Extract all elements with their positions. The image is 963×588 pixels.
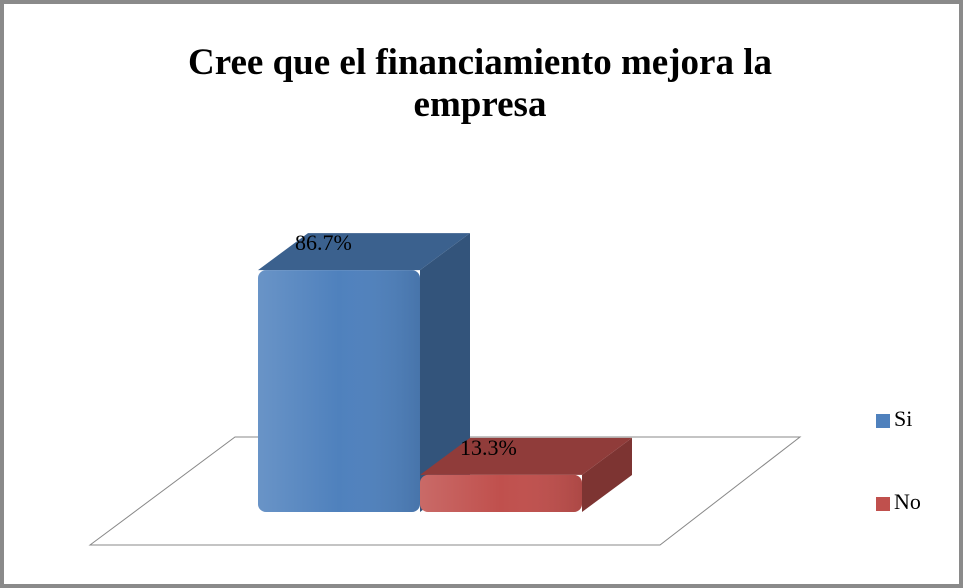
bar-highlight — [258, 270, 420, 512]
bar-top — [420, 437, 632, 475]
bar-highlight — [420, 474, 582, 512]
legend-swatch — [876, 414, 890, 428]
data-label: 86.7% — [295, 230, 352, 255]
data-label: 13.3% — [460, 435, 517, 460]
legend-label: Si — [894, 406, 912, 431]
legend-swatch — [876, 497, 890, 511]
bar-side — [420, 233, 470, 512]
chart-title: Cree que el financiamiento mejora la emp… — [188, 42, 772, 125]
legend-label: No — [894, 489, 921, 514]
bar-side — [582, 437, 632, 512]
bar-top — [258, 233, 470, 271]
